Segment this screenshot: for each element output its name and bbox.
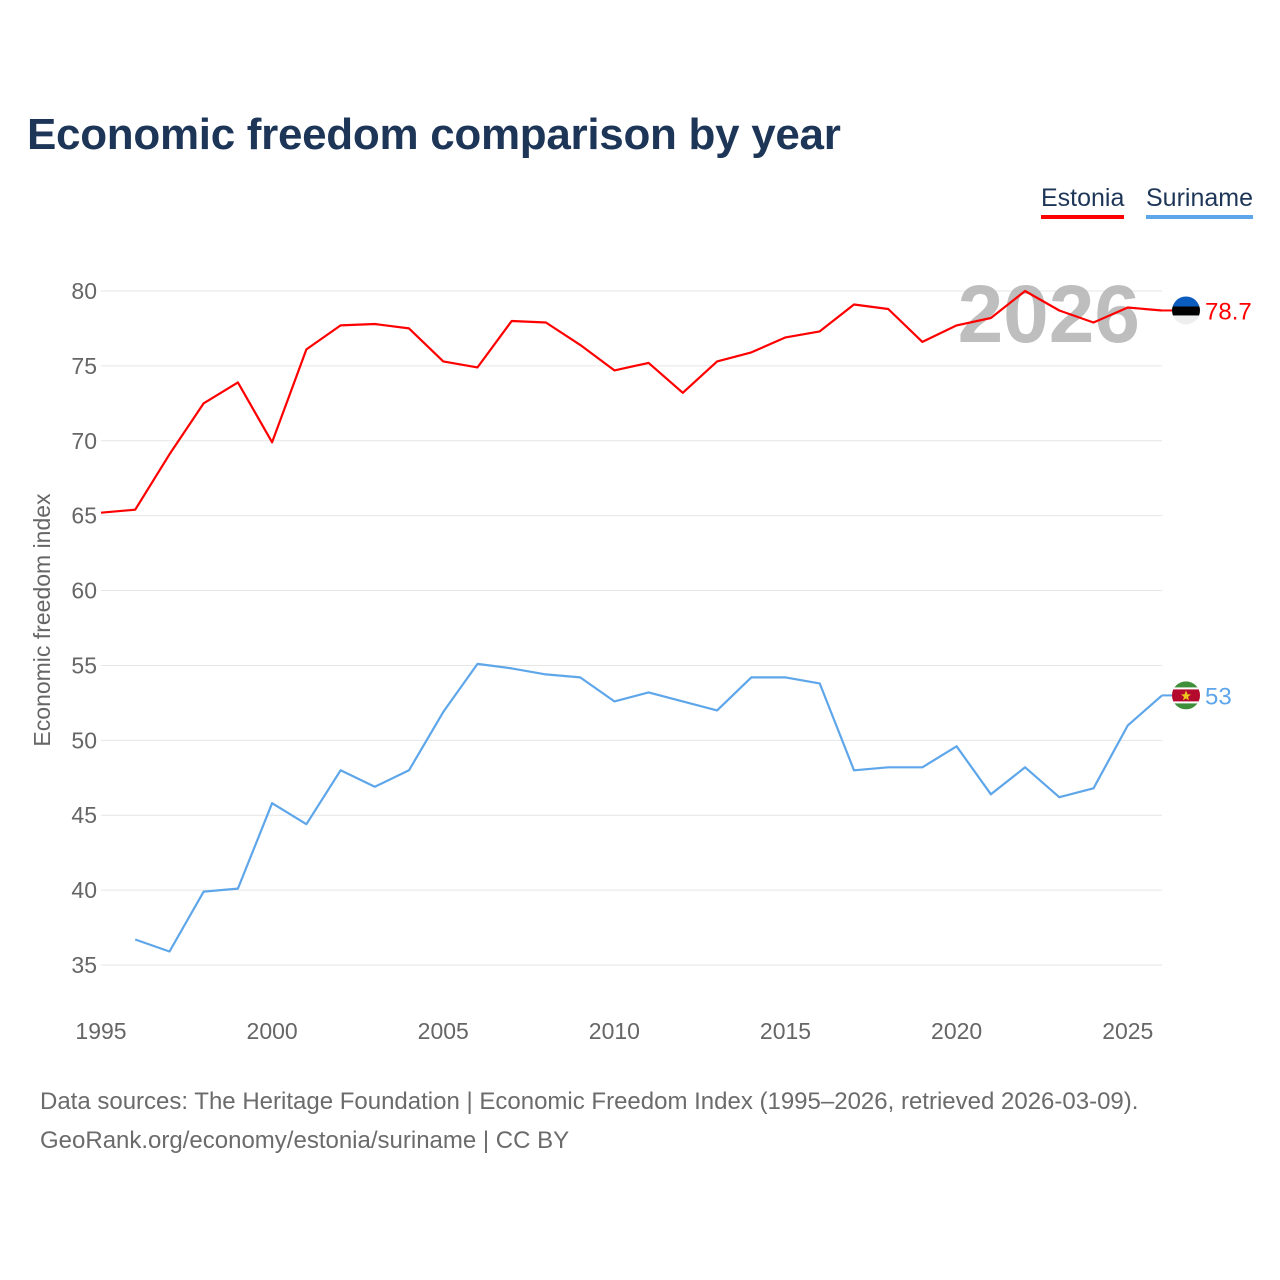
x-tick-label: 2025 xyxy=(1102,1018,1153,1044)
x-tick-label: 2010 xyxy=(589,1018,640,1044)
x-tick-label: 1995 xyxy=(75,1018,126,1044)
y-tick-label: 35 xyxy=(71,952,97,978)
x-tick-label: 2020 xyxy=(931,1018,982,1044)
chart-title: Economic freedom comparison by year xyxy=(27,110,841,159)
x-tick-label: 2000 xyxy=(247,1018,298,1044)
x-tick-label: 2015 xyxy=(760,1018,811,1044)
y-tick-label: 55 xyxy=(71,652,97,678)
legend-suriname[interactable]: Suriname xyxy=(1146,184,1253,219)
suriname-flag-icon xyxy=(1172,681,1200,710)
y-tick-label: 40 xyxy=(71,877,97,903)
legend-estonia[interactable]: Estonia xyxy=(1041,184,1125,219)
y-tick-label: 70 xyxy=(71,428,97,454)
y-tick-label: 65 xyxy=(71,503,97,529)
x-tick-label: 2005 xyxy=(418,1018,469,1044)
end-value-label-suriname: 53 xyxy=(1205,683,1232,710)
y-tick-label: 45 xyxy=(71,802,97,828)
series-line-suriname xyxy=(134,662,1163,953)
end-value-label-estonia: 78.7 xyxy=(1205,298,1252,325)
y-tick-label: 50 xyxy=(71,727,97,753)
data-source-text: Data sources: The Heritage Foundation | … xyxy=(40,1088,1139,1115)
y-axis-label: Economic freedom index xyxy=(29,493,55,747)
y-tick-label: 60 xyxy=(71,578,97,604)
credit-text: GeoRank.org/economy/estonia/suriname | C… xyxy=(40,1127,570,1154)
y-tick-label: 75 xyxy=(71,353,97,379)
series-line-estonia xyxy=(100,289,1163,514)
y-tick-label: 80 xyxy=(71,278,97,304)
estonia-flag-icon xyxy=(1172,296,1200,325)
